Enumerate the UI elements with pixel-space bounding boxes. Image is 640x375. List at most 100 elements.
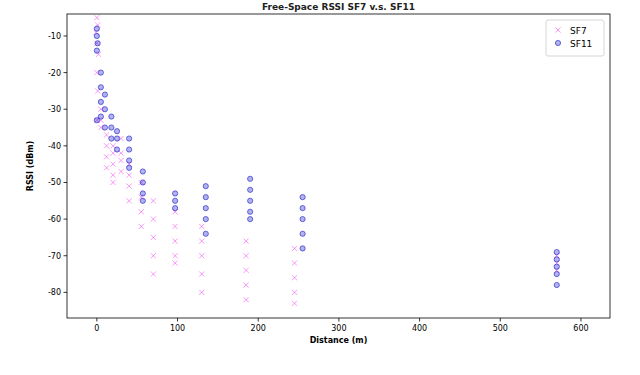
point <box>199 290 204 295</box>
point <box>248 198 253 203</box>
point <box>203 206 208 211</box>
point <box>300 246 305 251</box>
x-tick <box>258 318 259 322</box>
point <box>173 198 178 203</box>
point <box>104 154 109 159</box>
y-tick-label: -10 <box>48 32 61 41</box>
plot-frame <box>67 14 610 318</box>
point <box>203 184 208 189</box>
point <box>300 231 305 236</box>
point <box>127 173 132 178</box>
point <box>244 268 249 273</box>
point <box>139 209 144 214</box>
point <box>199 238 204 243</box>
title: Free-Space RSSI SF7 v.s. SF11 <box>262 2 415 12</box>
point <box>127 158 132 163</box>
point <box>110 180 115 185</box>
y-tick-label: -20 <box>48 69 61 78</box>
point <box>300 195 305 200</box>
point <box>118 158 123 163</box>
y-axis-label: RSSI (dBm) <box>26 141 35 192</box>
point <box>203 195 208 200</box>
point <box>173 260 178 265</box>
point <box>109 125 114 130</box>
x-tick-label: 600 <box>573 324 588 333</box>
point <box>127 198 132 203</box>
point <box>109 114 114 119</box>
point <box>292 275 297 280</box>
point <box>102 92 107 97</box>
legend-marker <box>555 40 560 45</box>
x-tick <box>500 318 501 322</box>
x-tick-label: 300 <box>331 324 346 333</box>
y-tick <box>64 219 68 220</box>
point <box>199 224 204 229</box>
point <box>102 125 107 130</box>
point <box>173 238 178 243</box>
x-tick <box>177 318 178 322</box>
x-tick <box>419 318 420 322</box>
y-tick-label: -60 <box>48 215 61 224</box>
point <box>109 136 114 141</box>
point <box>104 132 109 137</box>
point <box>140 169 145 174</box>
point <box>98 70 103 75</box>
point <box>554 264 559 269</box>
y-tick <box>64 292 68 293</box>
point <box>151 235 156 240</box>
legend-label: SF11 <box>570 39 592 49</box>
x-tick-label: 200 <box>251 324 266 333</box>
point <box>199 271 204 276</box>
x-tick <box>96 318 97 322</box>
point <box>244 297 249 302</box>
points <box>93 15 559 306</box>
point <box>94 15 99 20</box>
point <box>203 217 208 222</box>
point <box>554 271 559 276</box>
legend-box <box>546 20 604 56</box>
x-tick-label: 0 <box>94 324 99 333</box>
point <box>98 114 103 119</box>
point <box>140 198 145 203</box>
point <box>98 85 103 90</box>
point <box>292 301 297 306</box>
y-tick-label: -70 <box>48 252 61 261</box>
chart-container: Free-Space RSSI SF7 v.s. SF1101002003004… <box>0 0 640 375</box>
point <box>114 147 119 152</box>
point <box>554 257 559 262</box>
point <box>127 147 132 152</box>
point <box>139 224 144 229</box>
point <box>151 217 156 222</box>
point <box>94 26 99 31</box>
point <box>248 209 253 214</box>
point <box>151 271 156 276</box>
point <box>140 191 145 196</box>
legend-label: SF7 <box>570 26 587 36</box>
point <box>94 41 99 46</box>
point <box>110 173 115 178</box>
y-tick-label: -30 <box>48 105 61 114</box>
point <box>104 165 109 170</box>
y-tick <box>64 182 68 183</box>
point <box>173 253 178 258</box>
point <box>173 206 178 211</box>
point <box>244 238 249 243</box>
point <box>248 217 253 222</box>
point <box>110 162 115 167</box>
point <box>151 198 156 203</box>
point <box>127 136 132 141</box>
y-tick-label: -40 <box>48 142 61 151</box>
y-tick-label: -80 <box>48 288 61 297</box>
point <box>114 129 119 134</box>
point <box>300 206 305 211</box>
point <box>292 260 297 265</box>
point <box>300 217 305 222</box>
y-tick <box>64 109 68 110</box>
point <box>173 224 178 229</box>
x-tick <box>338 318 339 322</box>
legend: SF7 SF11 <box>546 20 604 56</box>
y-tick-label: -50 <box>48 178 61 187</box>
point <box>102 107 107 112</box>
point <box>244 253 249 258</box>
x-tick-label: 400 <box>412 324 427 333</box>
